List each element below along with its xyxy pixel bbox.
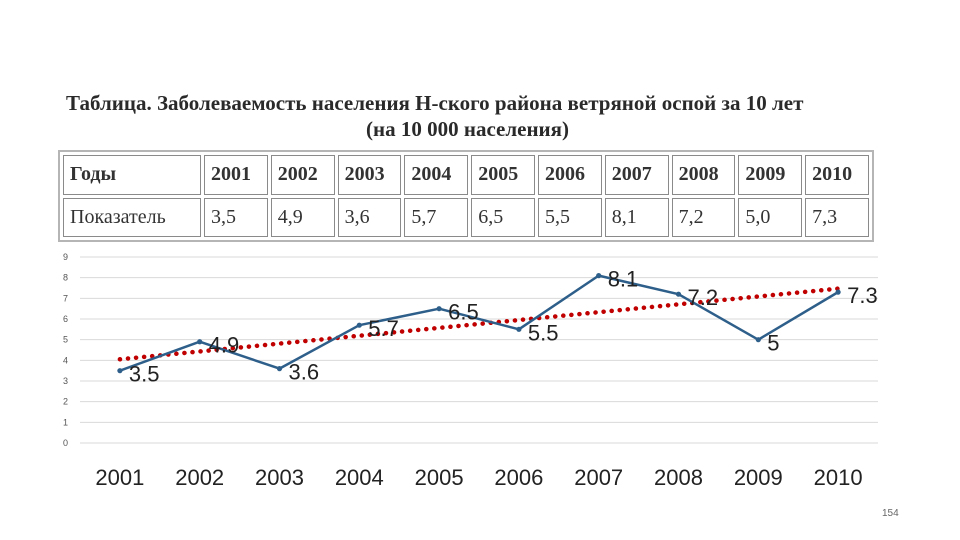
data-point bbox=[276, 366, 283, 372]
y-tick-label: 1 bbox=[63, 417, 68, 427]
x-tick-label: 2004 bbox=[335, 465, 384, 490]
x-tick-label: 2008 bbox=[654, 465, 703, 490]
y-tick-label: 9 bbox=[63, 252, 68, 262]
value-cell: 6,5 bbox=[471, 197, 535, 237]
x-tick-label: 2002 bbox=[175, 465, 224, 490]
data-label: 5 bbox=[767, 331, 779, 356]
year-cell: 2001 bbox=[204, 155, 268, 195]
year-cell: 2006 bbox=[537, 155, 602, 195]
year-cell: 2008 bbox=[671, 155, 736, 195]
page-number: 154 bbox=[882, 508, 899, 519]
data-label: 8.1 bbox=[608, 267, 639, 292]
y-tick-label: 3 bbox=[63, 376, 68, 386]
y-tick-label: 2 bbox=[63, 397, 68, 407]
y-tick-label: 0 bbox=[63, 438, 68, 448]
value-cell: 4,9 bbox=[270, 197, 335, 237]
year-cell: 2007 bbox=[604, 155, 669, 195]
table-caption: Таблица. Заболеваемость населения Н-ског… bbox=[60, 90, 875, 142]
y-tick-label: 6 bbox=[63, 314, 68, 324]
table-header-row: Годы 2001 2002 2003 2004 2005 2006 2007 … bbox=[63, 155, 869, 195]
year-cell: 2003 bbox=[337, 155, 402, 195]
data-label: 3.5 bbox=[129, 362, 160, 387]
data-label: 5.7 bbox=[368, 316, 399, 341]
data-point bbox=[197, 339, 203, 345]
x-tick-label: 2007 bbox=[574, 465, 623, 490]
year-cell: 2005 bbox=[471, 155, 535, 195]
x-tick-label: 2001 bbox=[95, 465, 144, 490]
value-cell: 7,3 bbox=[805, 197, 869, 237]
year-cell: 2004 bbox=[404, 155, 469, 195]
value-cell: 3,5 bbox=[204, 197, 268, 237]
data-label: 6.5 bbox=[448, 300, 479, 325]
data-point bbox=[117, 368, 123, 374]
data-point bbox=[755, 337, 761, 343]
header-label: Годы bbox=[63, 155, 201, 195]
data-label: 3.6 bbox=[289, 360, 320, 385]
row-label: Показатель bbox=[63, 197, 201, 237]
year-cell: 2002 bbox=[270, 155, 335, 195]
data-point bbox=[675, 291, 682, 297]
value-cell: 8,1 bbox=[604, 197, 669, 237]
data-point bbox=[596, 273, 602, 279]
x-tick-label: 2003 bbox=[255, 465, 304, 490]
value-cell: 5,7 bbox=[404, 197, 469, 237]
year-cell: 2009 bbox=[738, 155, 803, 195]
x-tick-label: 2005 bbox=[415, 465, 464, 490]
year-cell: 2010 bbox=[805, 155, 869, 195]
value-cell: 3,6 bbox=[337, 197, 402, 237]
value-cell: 5,5 bbox=[537, 197, 602, 237]
incidence-table: Годы 2001 2002 2003 2004 2005 2006 2007 … bbox=[58, 150, 874, 242]
data-point bbox=[436, 306, 442, 312]
caption-title: Таблица. Заболеваемость населения Н-ског… bbox=[66, 91, 804, 115]
x-tick-label: 2006 bbox=[494, 465, 543, 490]
data-label: 7.2 bbox=[688, 285, 719, 310]
trend-line bbox=[117, 286, 841, 362]
value-cell: 5,0 bbox=[738, 197, 803, 237]
data-point bbox=[835, 289, 841, 295]
y-tick-label: 8 bbox=[63, 273, 68, 283]
y-tick-label: 5 bbox=[63, 335, 68, 345]
data-label: 5.5 bbox=[528, 320, 559, 345]
data-label: 4.9 bbox=[209, 333, 240, 358]
table-value-row: Показатель 3,5 4,9 3,6 5,7 6,5 5,5 8,1 7… bbox=[63, 197, 869, 237]
data-label: 7.3 bbox=[847, 283, 878, 308]
y-tick-label: 4 bbox=[63, 355, 68, 365]
x-tick-label: 2010 bbox=[814, 465, 863, 490]
series-line bbox=[119, 274, 839, 372]
data-point bbox=[356, 322, 362, 328]
y-tick-label: 7 bbox=[63, 293, 68, 303]
value-cell: 7,2 bbox=[671, 197, 736, 237]
caption-subtitle: (на 10 000 населения) bbox=[366, 117, 569, 141]
data-point bbox=[516, 326, 522, 332]
x-tick-label: 2009 bbox=[734, 465, 783, 490]
